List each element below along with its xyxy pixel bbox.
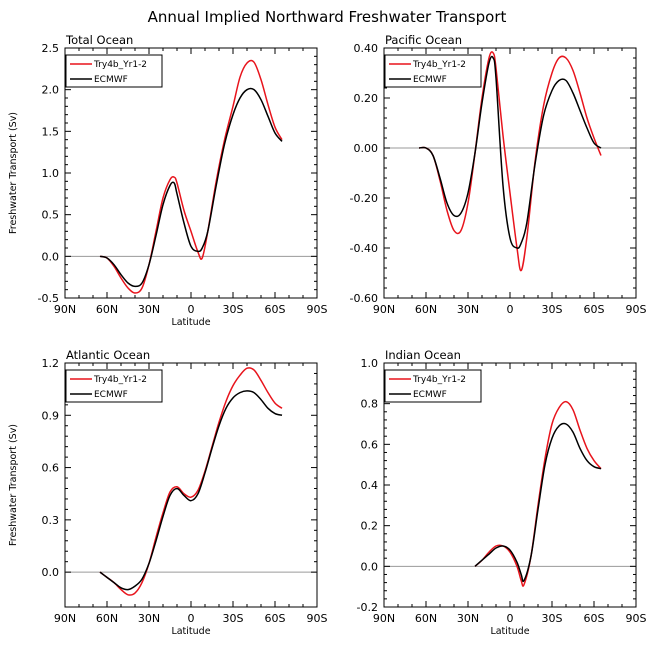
panel-3: 90N 60N 30N 0 30S 60S 90S -0.2 0.0 0.2 0.4 0.6 0.8 1.… xyxy=(357,348,647,637)
y-tick-label: 0.6 xyxy=(42,462,60,475)
x-tick-label: 0 xyxy=(188,612,195,625)
y-tick-label: -0.5 xyxy=(38,292,59,305)
y-tick-label: 0.40 xyxy=(354,42,379,55)
y-tick-label: 0.8 xyxy=(361,398,379,411)
y-tick-label: 0.3 xyxy=(42,514,60,527)
x-tick-label: 30N xyxy=(457,612,479,625)
legend-label: ECMWF xyxy=(413,75,447,85)
legend-box xyxy=(65,369,163,403)
panel-1: 90N 60N 30N 0 30S 60S 90S -0.60 -0.40 -0.20 0.00 0.… xyxy=(350,33,647,316)
legend-label: ECMWF xyxy=(94,390,128,400)
x-tick-label: 90N xyxy=(54,303,76,316)
y-tick-label: 0.4 xyxy=(361,479,379,492)
y-tick-label: 2.0 xyxy=(42,84,60,97)
y-tick-label: 0.9 xyxy=(42,409,60,422)
x-tick-label: 30S xyxy=(542,303,563,316)
y-tick-label: 1.0 xyxy=(42,167,60,180)
x-tick-label: 30N xyxy=(457,303,479,316)
y-tick-label: -0.40 xyxy=(350,242,378,255)
panel-2: 90N 60N 30N 0 30S 60S 90S 0.0 0.3 0.6 0.9 1.2 Atlant… xyxy=(8,348,328,637)
y-tick-label: 2.5 xyxy=(42,42,60,55)
panel-title: Atlantic Ocean xyxy=(66,348,150,362)
y-tick-label: -0.20 xyxy=(350,192,378,205)
x-tick-label: 30N xyxy=(138,612,160,625)
legend-box xyxy=(384,369,482,403)
legend-label: ECMWF xyxy=(94,75,128,85)
x-axis-label: Latitude xyxy=(171,317,210,328)
x-tick-label: 30N xyxy=(138,303,160,316)
series-line-ecmwf xyxy=(418,55,602,249)
y-tick-label: 1.5 xyxy=(42,125,60,138)
legend-label: Try4b_Yr1-2 xyxy=(412,60,466,70)
x-tick-label: 60S xyxy=(584,612,605,625)
x-tick-label: 90N xyxy=(373,612,395,625)
x-tick-label: 30S xyxy=(542,612,563,625)
legend-box xyxy=(65,54,163,88)
x-tick-label: 30S xyxy=(223,612,244,625)
panel-title: Pacific Ocean xyxy=(385,33,462,47)
legend: Try4b_Yr1-2 ECMWF xyxy=(65,369,163,403)
legend-label: Try4b_Yr1-2 xyxy=(412,375,466,385)
y-tick-label: 0.00 xyxy=(354,142,379,155)
y-axis-label: Freshwater Transport (Sv) xyxy=(8,112,19,234)
x-tick-label: 90S xyxy=(307,612,328,625)
y-axis-label: Freshwater Transport (Sv) xyxy=(8,424,19,546)
x-tick-label: 60N xyxy=(415,612,437,625)
x-tick-label: 0 xyxy=(507,612,514,625)
series-line-ecmwf xyxy=(99,390,283,591)
figure-title: Annual Implied Northward Freshwater Tran… xyxy=(148,8,507,26)
y-tick-label: 1.0 xyxy=(361,357,379,370)
x-tick-label: 90N xyxy=(54,612,76,625)
series-line-ecmwf xyxy=(99,87,283,288)
x-tick-label: 60S xyxy=(265,303,286,316)
y-tick-label: 0.2 xyxy=(361,520,379,533)
y-tick-label: 0.0 xyxy=(361,560,379,573)
x-tick-label: 30S xyxy=(223,303,244,316)
y-tick-label: -0.2 xyxy=(357,601,378,614)
x-tick-label: 60N xyxy=(415,303,437,316)
panel-title: Indian Ocean xyxy=(385,348,461,362)
series-line-ecmwf xyxy=(474,422,602,583)
legend-box xyxy=(384,54,482,88)
x-tick-label: 90S xyxy=(626,303,647,316)
y-tick-label: 0.20 xyxy=(354,92,379,105)
legend: Try4b_Yr1-2 ECMWF xyxy=(384,369,482,403)
x-tick-label: 0 xyxy=(507,303,514,316)
legend: Try4b_Yr1-2 ECMWF xyxy=(65,54,163,88)
x-tick-label: 90S xyxy=(626,612,647,625)
panel-0: 90N 60N 30N 0 30S 60S 90S -0.5 0.0 0.5 1.0 1.5 2.0 2.… xyxy=(8,33,328,328)
y-tick-label: -0.60 xyxy=(350,292,378,305)
y-tick-label: 0.6 xyxy=(361,438,379,451)
x-tick-label: 60S xyxy=(265,612,286,625)
legend-label: ECMWF xyxy=(413,390,447,400)
x-axis-label: Latitude xyxy=(171,626,210,637)
chart-panels: 90N 60N 30N 0 30S 60S 90S -0.5 0.0 0.5 1.0 1.5 2.0 2.… xyxy=(8,33,647,637)
x-tick-label: 60S xyxy=(584,303,605,316)
panel-title: Total Ocean xyxy=(65,33,133,47)
legend: Try4b_Yr1-2 ECMWF xyxy=(384,54,482,88)
series-line-try4b xyxy=(99,59,283,294)
y-tick-label: 1.2 xyxy=(42,357,60,370)
x-tick-label: 90N xyxy=(373,303,395,316)
x-tick-label: 60N xyxy=(96,612,118,625)
series-line-try4b xyxy=(99,367,283,596)
x-tick-label: 60N xyxy=(96,303,118,316)
legend-label: Try4b_Yr1-2 xyxy=(93,60,147,70)
series-line-try4b xyxy=(418,51,602,272)
x-tick-label: 90S xyxy=(307,303,328,316)
y-tick-label: 0.0 xyxy=(42,566,60,579)
x-axis-label: Latitude xyxy=(490,626,529,637)
legend-label: Try4b_Yr1-2 xyxy=(93,375,147,385)
y-tick-label: 0.5 xyxy=(42,209,60,222)
series-line-try4b xyxy=(474,400,602,587)
y-tick-label: 0.0 xyxy=(42,250,60,263)
x-tick-label: 0 xyxy=(188,303,195,316)
